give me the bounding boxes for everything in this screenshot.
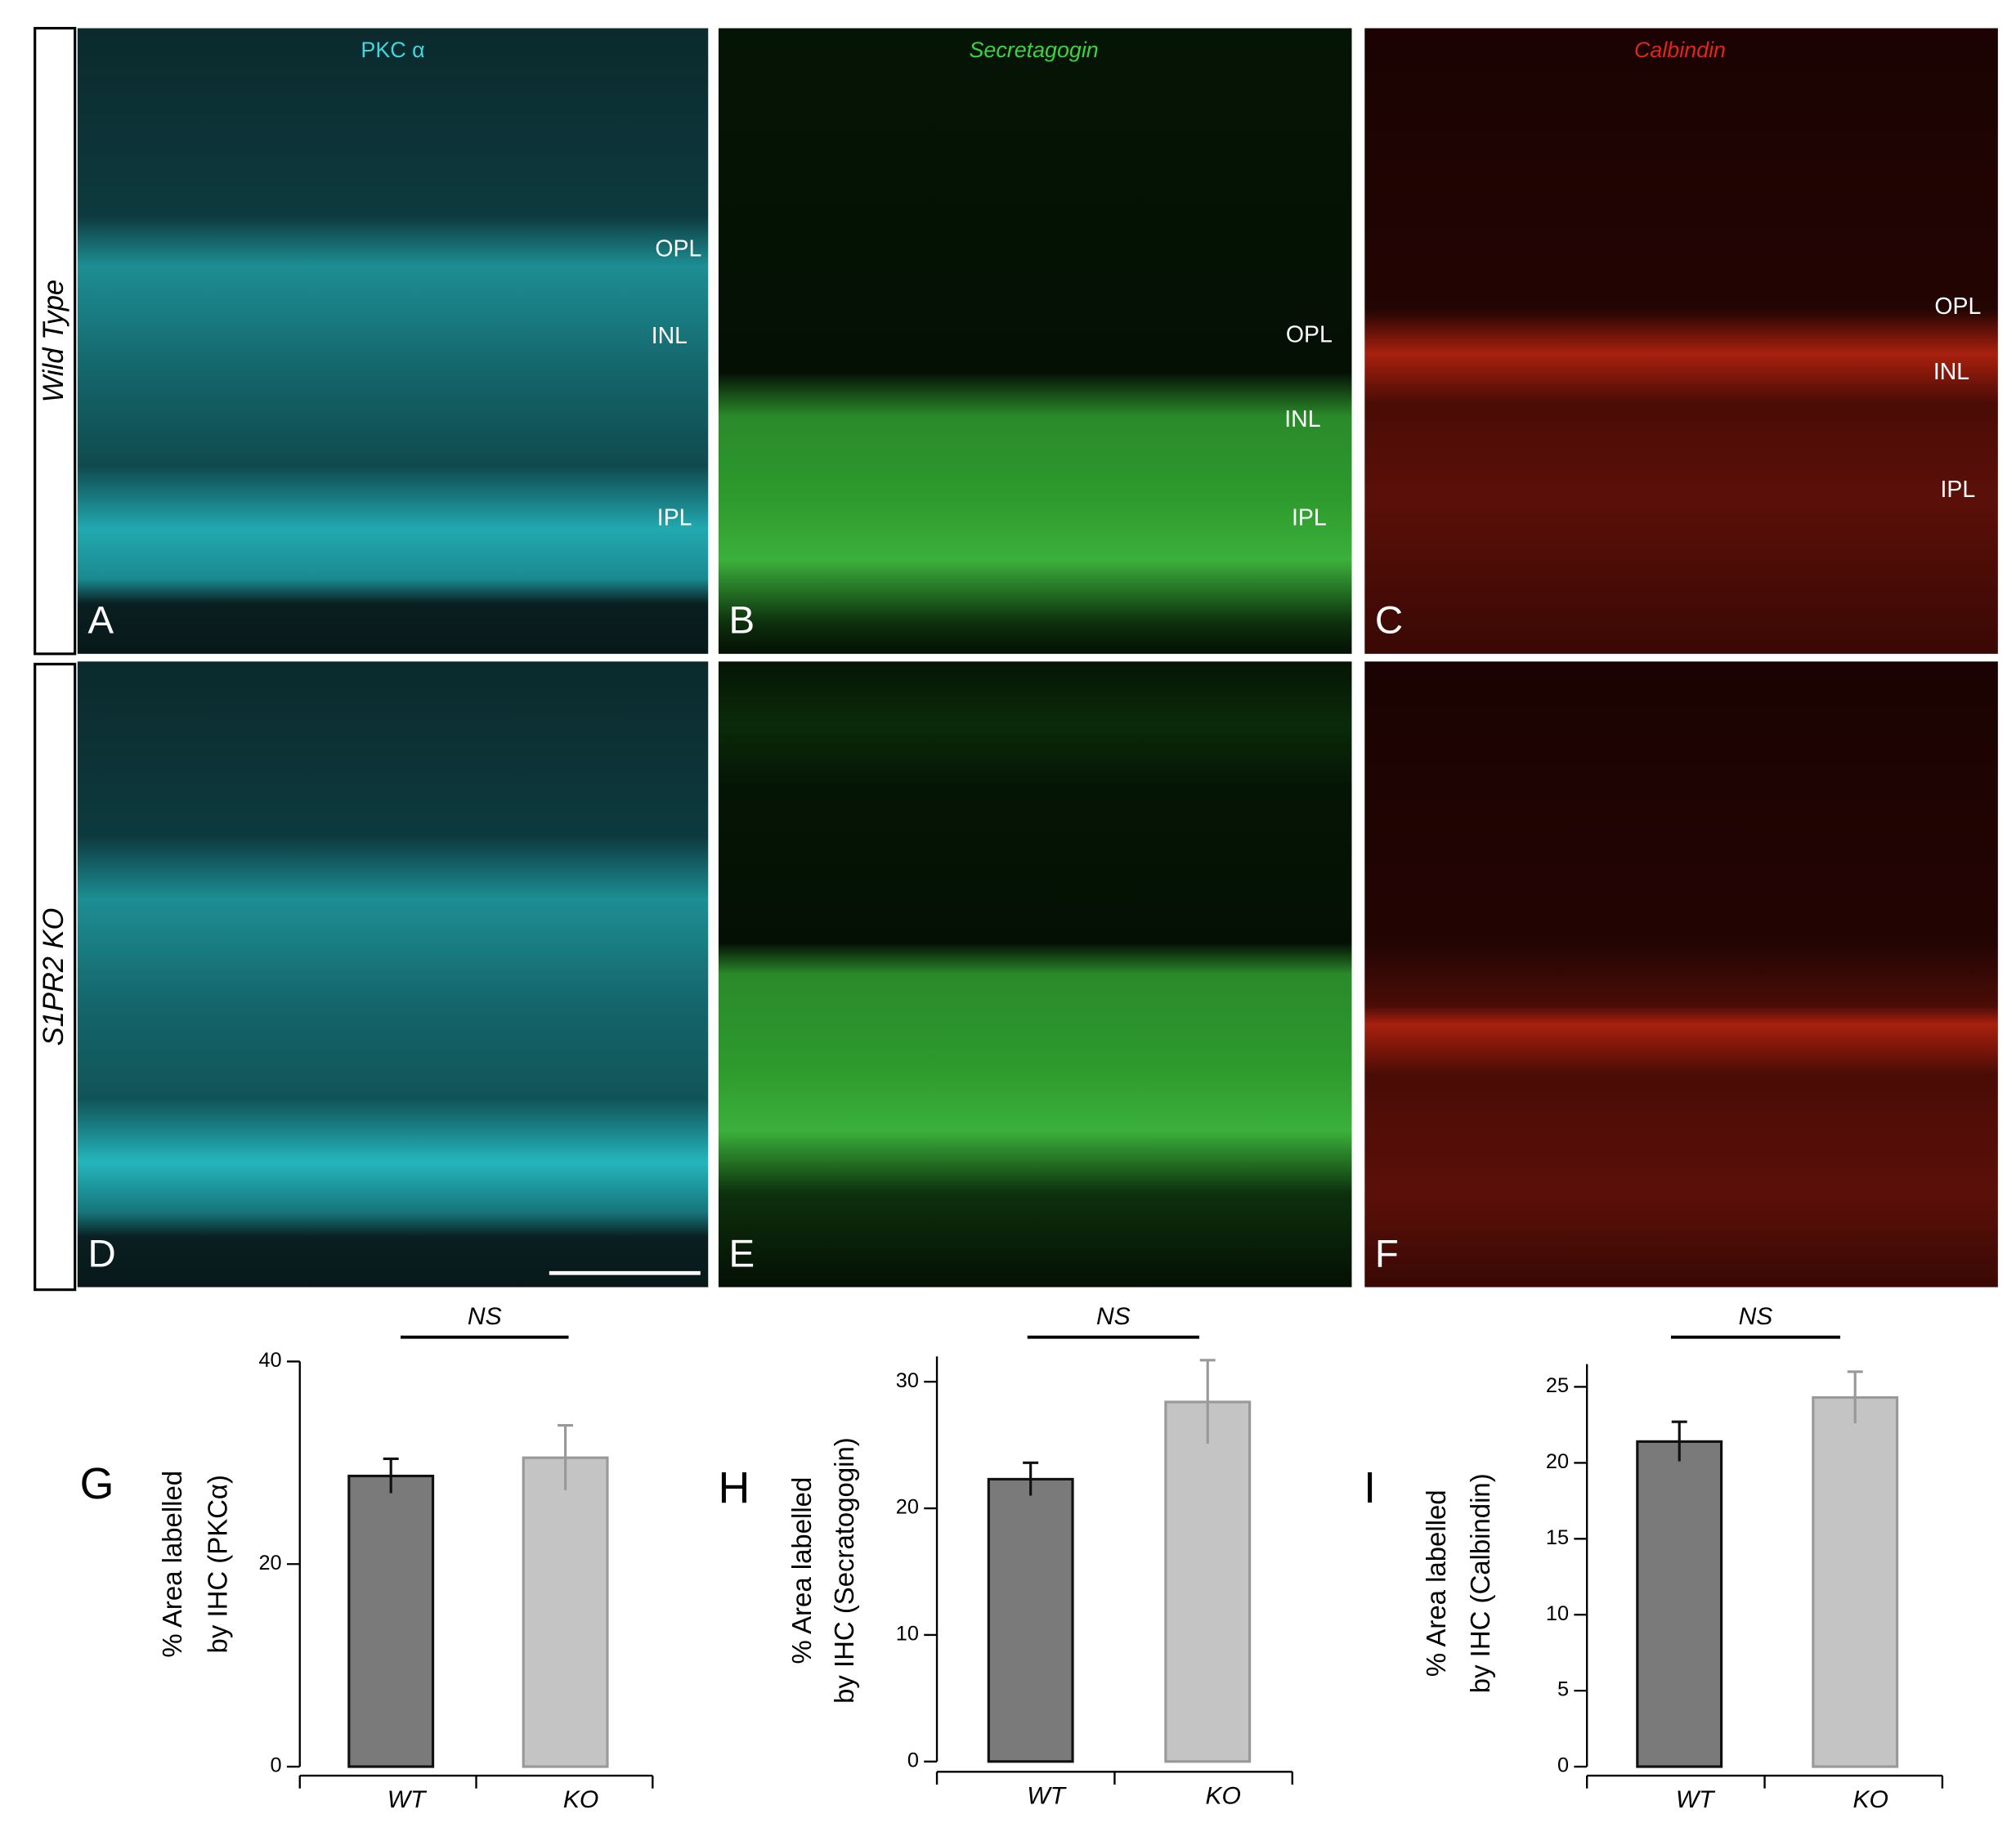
- y-tick-label: 0: [1557, 1754, 1569, 1777]
- y-axis-title: % Area labelled: [158, 1471, 188, 1658]
- y-axis-title: % Area labelled: [1422, 1489, 1452, 1677]
- micrograph: [1364, 661, 1998, 1288]
- layer-label: INL: [652, 323, 688, 349]
- panel-letter: D: [87, 1232, 115, 1275]
- y-tick-label: 40: [258, 1349, 281, 1372]
- y-tick-label: 15: [1546, 1526, 1569, 1549]
- y-tick-label: 30: [896, 1369, 919, 1392]
- x-tick-label: WT: [388, 1786, 428, 1813]
- bar: [987, 1477, 1074, 1763]
- y-tick-label: 25: [1546, 1374, 1569, 1397]
- y-tick-label: 20: [896, 1496, 919, 1519]
- panel-letter: H: [718, 1464, 750, 1512]
- layer-label: OPL: [1286, 321, 1333, 347]
- row-label: Wild Type: [38, 280, 69, 402]
- significance-label: NS: [468, 1303, 502, 1330]
- layer-label: IPL: [657, 505, 692, 531]
- panel-letter: C: [1375, 599, 1403, 643]
- x-tick-label: WT: [1027, 1783, 1067, 1810]
- layer-label: INL: [1933, 359, 1969, 385]
- y-tick-label: 20: [1546, 1450, 1569, 1473]
- y-tick-label: 5: [1557, 1678, 1569, 1701]
- panel-letter: E: [729, 1232, 755, 1275]
- layer-label: IPL: [1292, 505, 1327, 531]
- bar: [522, 1456, 609, 1768]
- panel-letter: B: [729, 599, 755, 643]
- y-tick-label: 10: [1546, 1602, 1569, 1625]
- bar: [1812, 1395, 1899, 1768]
- y-axis-title: by IHC (Calbindin): [1466, 1473, 1496, 1693]
- y-tick-label: 10: [896, 1623, 919, 1646]
- panel-letter: I: [1364, 1464, 1376, 1512]
- micrograph: [718, 28, 1352, 654]
- row-label-box: [34, 662, 77, 1292]
- y-axis-title: by IHC (Secratogogin): [830, 1437, 860, 1704]
- panel-letter: G: [80, 1460, 114, 1508]
- x-tick-label: KO: [563, 1786, 598, 1813]
- x-tick-label: KO: [1206, 1783, 1241, 1810]
- bar: [1636, 1440, 1723, 1768]
- micrograph: [1364, 28, 1998, 654]
- significance-label: NS: [1096, 1303, 1131, 1330]
- bar: [1164, 1400, 1252, 1763]
- layer-label: INL: [1284, 406, 1320, 432]
- y-tick-label: 20: [258, 1552, 281, 1574]
- y-axis-title: by IHC (PKCα): [203, 1475, 233, 1653]
- x-tick-label: KO: [1852, 1786, 1888, 1813]
- layer-label: OPL: [655, 235, 701, 262]
- layer-label: OPL: [1934, 293, 1981, 320]
- micrograph: [77, 661, 709, 1288]
- stain-label: Secretagogin: [969, 38, 1098, 62]
- stain-label: PKC α: [361, 38, 424, 62]
- micrograph: [77, 28, 709, 654]
- stain-label: Calbindin: [1634, 38, 1726, 62]
- y-axis-title: % Area labelled: [787, 1477, 818, 1664]
- layer-label: IPL: [1941, 477, 1976, 503]
- panel-letter: F: [1375, 1232, 1399, 1275]
- micrograph: [718, 661, 1352, 1288]
- bar: [347, 1474, 435, 1768]
- row-label-box: [34, 26, 77, 656]
- significance-label: NS: [1739, 1303, 1773, 1330]
- y-tick-label: 0: [907, 1749, 919, 1772]
- y-tick-label: 0: [271, 1754, 282, 1777]
- panel-letter: A: [87, 599, 114, 643]
- row-label: S1PR2 KO: [38, 908, 69, 1046]
- x-tick-label: WT: [1676, 1786, 1716, 1813]
